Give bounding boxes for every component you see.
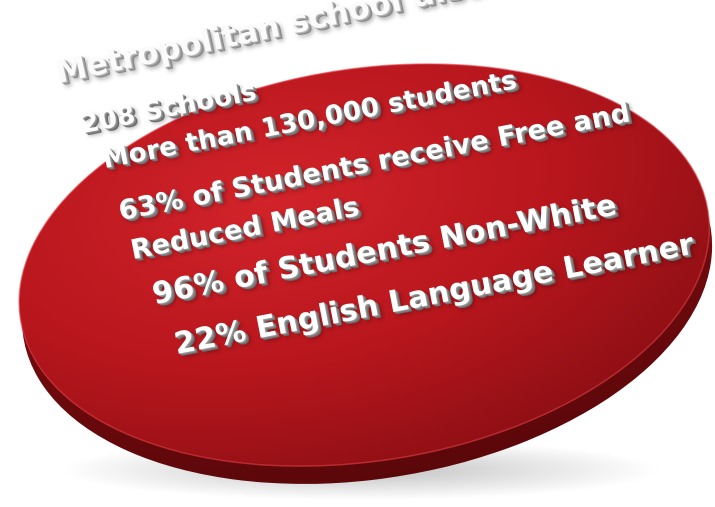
disc-top-face bbox=[18, 63, 711, 467]
